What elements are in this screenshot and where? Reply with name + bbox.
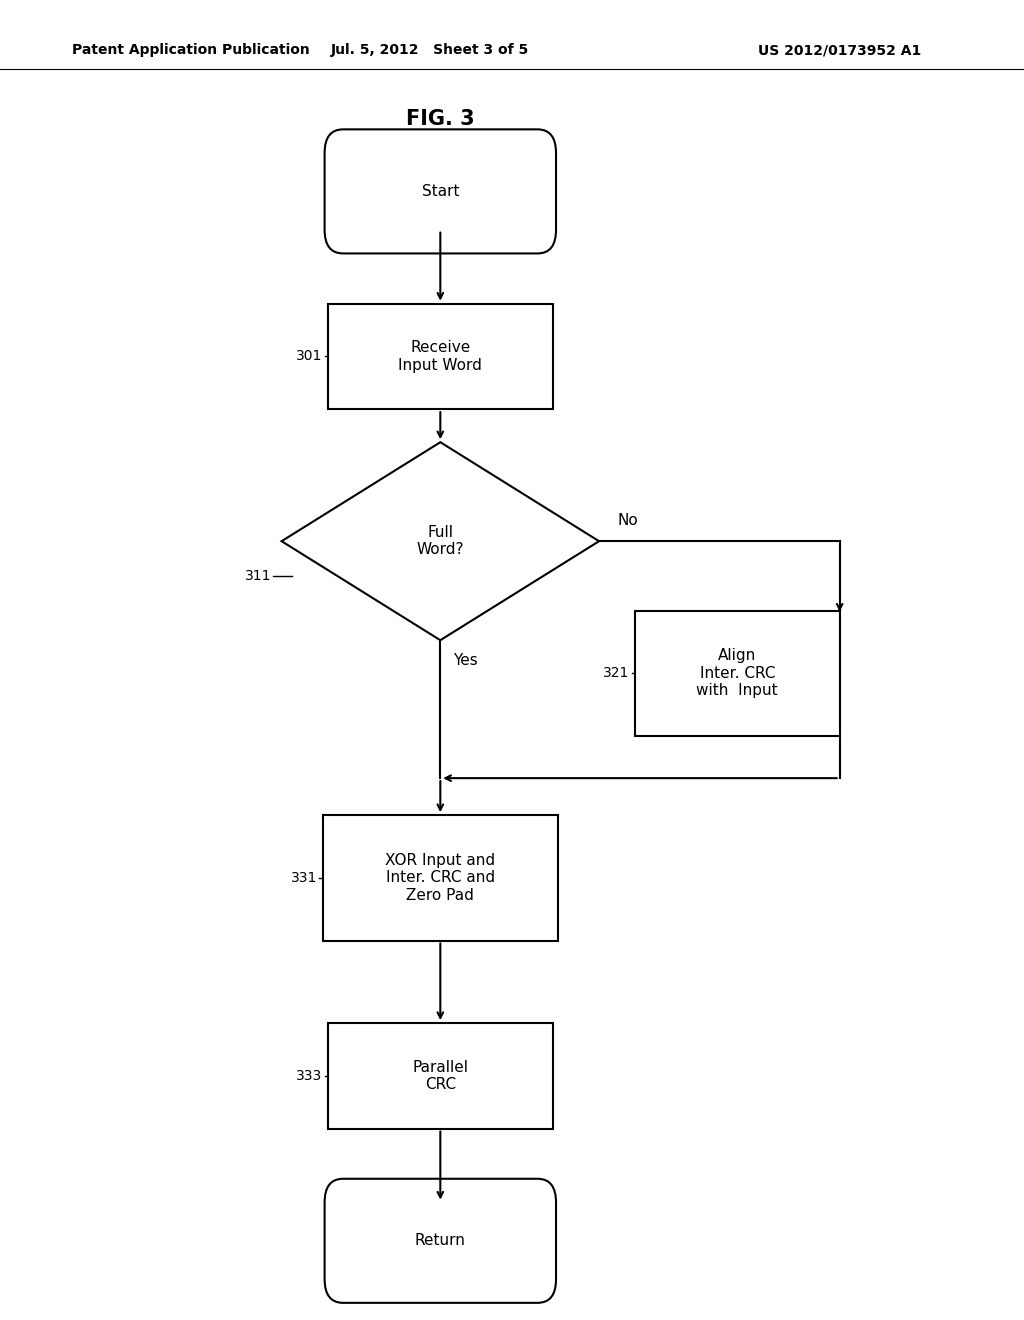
Text: FIG. 3: FIG. 3: [406, 108, 475, 129]
Text: XOR Input and
Inter. CRC and
Zero Pad: XOR Input and Inter. CRC and Zero Pad: [385, 853, 496, 903]
Text: 331: 331: [291, 871, 317, 884]
Text: 321: 321: [603, 667, 630, 680]
Bar: [328, 304, 553, 409]
Text: Align
Inter. CRC
with  Input: Align Inter. CRC with Input: [696, 648, 778, 698]
Text: No: No: [617, 513, 638, 528]
Text: 311: 311: [245, 569, 271, 583]
Text: Full
Word?: Full Word?: [417, 525, 464, 557]
Text: 333: 333: [296, 1069, 323, 1082]
Text: Parallel
CRC: Parallel CRC: [413, 1060, 468, 1092]
Bar: [328, 1023, 553, 1129]
Text: Yes: Yes: [453, 653, 477, 668]
FancyBboxPatch shape: [325, 129, 556, 253]
Text: Jul. 5, 2012   Sheet 3 of 5: Jul. 5, 2012 Sheet 3 of 5: [331, 44, 529, 57]
FancyBboxPatch shape: [325, 1179, 556, 1303]
Text: Return: Return: [415, 1233, 466, 1249]
Text: US 2012/0173952 A1: US 2012/0173952 A1: [758, 44, 922, 57]
Text: Receive
Input Word: Receive Input Word: [398, 341, 482, 372]
Text: 301: 301: [296, 350, 323, 363]
Text: Start: Start: [422, 183, 459, 199]
Text: Patent Application Publication: Patent Application Publication: [72, 44, 309, 57]
Bar: [635, 610, 840, 737]
Bar: [323, 814, 558, 940]
Polygon shape: [282, 442, 599, 640]
